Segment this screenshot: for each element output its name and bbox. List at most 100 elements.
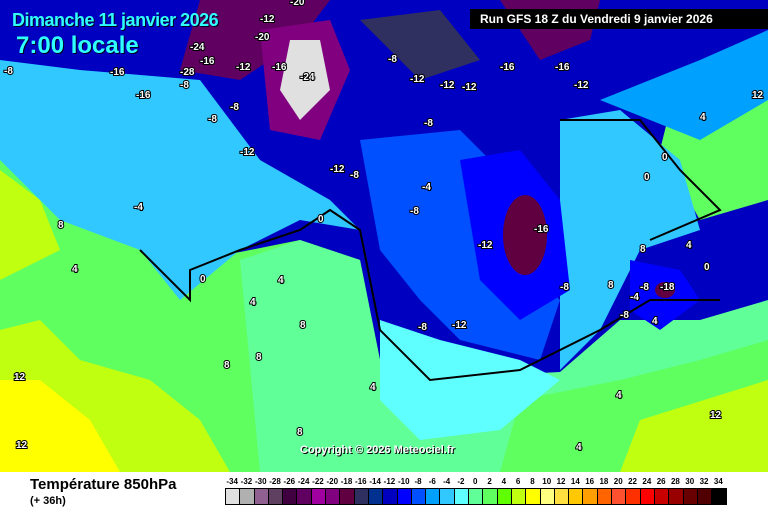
scale-label: 10 [542,477,552,486]
isotherm-value-label: -4 [134,202,143,213]
isotherm-value-label: -8 [4,66,13,77]
color-swatch [569,489,584,504]
color-swatch [469,489,484,504]
scale-label: 34 [713,477,723,486]
color-swatch [426,489,441,504]
scale-label: 18 [599,477,609,486]
color-swatch [683,489,698,504]
color-swatch [268,489,284,504]
isotherm-value-label: -20 [290,0,305,8]
scale-label: -2 [457,477,465,486]
isotherm-value-label: 12 [752,90,764,101]
color-swatch [583,489,598,504]
isotherm-value-label: 4 [370,382,376,393]
isotherm-value-label: -12 [478,240,493,251]
forecast-time: 7:00 locale [16,32,139,59]
isotherm-value-label: 8 [58,220,64,231]
copyright: Copyright © 2026 Meteociel.fr [300,444,455,456]
color-swatch [497,489,512,504]
forecast-range: (+ 36h) [30,495,66,507]
isotherm-value-label: -4 [422,182,431,193]
color-swatch [640,489,655,504]
color-swatch [612,489,627,504]
isotherm-value-label: -8 [230,102,239,113]
isotherm-value-label: -8 [418,322,427,333]
scale-label: 4 [501,477,507,486]
scale-label: -32 [240,477,253,486]
isotherm-value-label: 4 [250,297,256,308]
isotherm-value-label: -24 [190,42,205,53]
isotherm-value-label: -16 [534,224,549,235]
color-swatch [383,489,398,504]
scale-label: -18 [340,477,353,486]
isotherm-value-label: -20 [255,32,270,43]
color-swatch [226,489,241,504]
isotherm-value-label: -8 [388,54,397,65]
scale-label: 2 [487,477,492,486]
isotherm-value-label: -8 [410,206,419,217]
isotherm-value-label: -16 [200,56,215,67]
isotherm-value-label: -12 [240,147,255,158]
scale-label: 6 [515,477,521,486]
color-swatch [397,489,412,504]
color-swatch [340,489,355,504]
isotherm-value-label: -12 [260,14,275,25]
isotherm-value-label: -16 [272,62,287,73]
isotherm-value-label: -18 [660,282,675,293]
isotherm-value-label: 12 [710,410,722,421]
scale-label: -20 [326,477,339,486]
color-swatch [540,489,555,504]
isotherm-value-label: -16 [500,62,515,73]
isotherm-value-label: -12 [452,320,467,331]
color-swatch [669,489,684,504]
scale-label: 26 [656,477,666,486]
isotherm-value-label: -8 [560,282,569,293]
isotherm-value-label: -24 [300,72,315,83]
isotherm-value-label: 8 [256,352,262,363]
isotherm-value-label: 4 [700,112,706,123]
isotherm-value-label: 4 [616,390,622,401]
color-swatch [654,489,670,504]
temperature-map[interactable]: -12 -16 -28 -20 -24 -20 -16 -8 -8 -16 -12 -8 -16 -24 -… [0,0,768,472]
scale-label: -30 [254,477,267,486]
color-swatch [712,489,727,504]
color-swatch [354,489,369,504]
color-swatch [254,489,269,504]
isotherm-value-label: -4 [630,292,639,303]
color-swatch [440,489,455,504]
scale-label: 30 [685,477,695,486]
forecast-date: Dimanche 11 janvier 2026 [12,10,219,30]
isotherm-value-label: -12 [236,62,251,73]
scale-label: 20 [613,477,623,486]
scale-label: 14 [570,477,580,486]
color-swatch [697,489,713,504]
run-info: Run GFS 18 Z du Vendredi 9 janvier 2026 [470,9,768,29]
color-swatch [597,489,613,504]
isotherm-value-label: 0 [662,152,668,163]
isotherm-value-label: -16 [555,62,570,73]
color-swatch [483,489,498,504]
scale-label: -24 [297,477,310,486]
isotherm-value-label: 4 [686,240,692,251]
color-swatch [368,489,384,504]
scale-label: 16 [585,477,595,486]
isotherm-value-label: 4 [278,275,284,286]
scale-label: -28 [269,477,281,486]
scale-label: -8 [414,477,422,486]
scale-label: 0 [473,477,478,486]
isotherm-value-label: -16 [136,90,151,101]
color-swatch [411,489,427,504]
isotherm-value-label: 0 [200,274,206,285]
color-swatch [240,489,255,504]
isotherm-value-label: 0 [644,172,650,183]
isotherm-value-label: -16 [110,67,125,78]
scale-label: 12 [556,477,566,486]
isotherm-value-label: 8 [224,360,230,371]
isotherm-value-label: 4 [72,264,78,275]
isotherm-value-label: 8 [640,244,646,255]
scale-label: -26 [283,477,296,486]
scale-label: -10 [397,477,410,486]
color-swatch [454,489,470,504]
color-scale [225,488,728,505]
color-swatch [297,489,312,504]
